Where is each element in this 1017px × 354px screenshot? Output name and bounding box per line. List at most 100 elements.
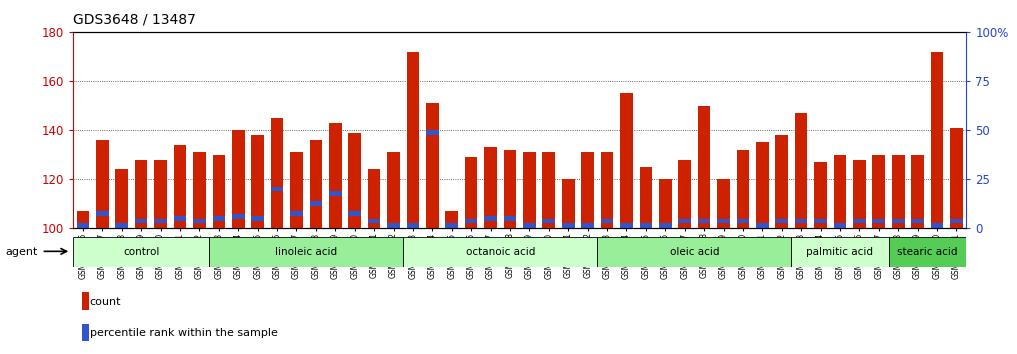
- Bar: [756, 142, 769, 228]
- Bar: [445, 223, 458, 228]
- Bar: [736, 150, 750, 228]
- Bar: [155, 218, 167, 223]
- Bar: [135, 218, 147, 223]
- Bar: [445, 211, 458, 228]
- Bar: [582, 223, 594, 228]
- Bar: [892, 155, 904, 228]
- Bar: [717, 179, 730, 228]
- Bar: [542, 218, 555, 223]
- Bar: [116, 223, 128, 228]
- Bar: [174, 216, 186, 221]
- Bar: [465, 218, 477, 223]
- Bar: [232, 130, 244, 228]
- Bar: [815, 218, 827, 223]
- Text: GDS3648 / 13487: GDS3648 / 13487: [73, 12, 196, 27]
- Bar: [853, 160, 865, 228]
- Bar: [349, 211, 361, 216]
- Bar: [387, 152, 400, 228]
- Bar: [503, 216, 517, 221]
- Bar: [892, 218, 904, 223]
- Bar: [368, 169, 380, 228]
- Text: stearic acid: stearic acid: [897, 247, 958, 257]
- Bar: [640, 223, 652, 228]
- Bar: [911, 155, 923, 228]
- Bar: [795, 218, 807, 223]
- Bar: [403, 237, 597, 267]
- Bar: [950, 128, 963, 228]
- Bar: [290, 211, 303, 216]
- Text: linoleic acid: linoleic acid: [276, 247, 338, 257]
- Bar: [791, 237, 889, 267]
- Bar: [328, 123, 342, 228]
- Bar: [562, 179, 575, 228]
- Bar: [698, 218, 711, 223]
- Text: octanoic acid: octanoic acid: [466, 247, 535, 257]
- Bar: [717, 218, 730, 223]
- Bar: [484, 147, 497, 228]
- Bar: [795, 113, 807, 228]
- Bar: [96, 140, 109, 228]
- Bar: [931, 223, 944, 228]
- Bar: [834, 223, 846, 228]
- Bar: [193, 152, 205, 228]
- Bar: [349, 132, 361, 228]
- Bar: [601, 152, 613, 228]
- Bar: [542, 152, 555, 228]
- Bar: [834, 155, 846, 228]
- Bar: [387, 223, 400, 228]
- Bar: [82, 292, 88, 310]
- Bar: [135, 160, 147, 228]
- Bar: [678, 160, 691, 228]
- Bar: [73, 237, 210, 267]
- Bar: [815, 162, 827, 228]
- Bar: [775, 218, 788, 223]
- Bar: [213, 155, 225, 228]
- Bar: [407, 51, 419, 228]
- Bar: [484, 216, 497, 221]
- Text: control: control: [123, 247, 160, 257]
- Bar: [931, 51, 944, 228]
- Bar: [523, 152, 536, 228]
- Bar: [503, 150, 517, 228]
- Text: count: count: [89, 297, 121, 307]
- Bar: [116, 169, 128, 228]
- Bar: [659, 223, 671, 228]
- Bar: [775, 135, 788, 228]
- Bar: [193, 218, 205, 223]
- Text: palmitic acid: palmitic acid: [806, 247, 874, 257]
- Bar: [911, 218, 923, 223]
- Bar: [950, 218, 963, 223]
- Bar: [328, 192, 342, 196]
- Bar: [251, 216, 264, 221]
- Bar: [659, 179, 671, 228]
- Bar: [210, 237, 403, 267]
- Bar: [597, 237, 791, 267]
- Bar: [873, 218, 885, 223]
- Bar: [232, 213, 244, 218]
- Bar: [620, 93, 633, 228]
- Bar: [523, 223, 536, 228]
- Bar: [76, 211, 89, 228]
- Bar: [76, 223, 89, 228]
- Bar: [309, 140, 322, 228]
- Bar: [96, 211, 109, 216]
- Bar: [889, 237, 966, 267]
- Bar: [465, 157, 477, 228]
- Bar: [290, 152, 303, 228]
- Bar: [368, 218, 380, 223]
- Bar: [426, 130, 438, 135]
- Bar: [251, 135, 264, 228]
- Bar: [155, 160, 167, 228]
- Bar: [82, 324, 88, 341]
- Bar: [271, 118, 284, 228]
- Bar: [582, 152, 594, 228]
- Bar: [271, 187, 284, 192]
- Bar: [678, 218, 691, 223]
- Bar: [407, 223, 419, 228]
- Text: percentile rank within the sample: percentile rank within the sample: [89, 328, 278, 338]
- Bar: [736, 218, 750, 223]
- Bar: [213, 216, 225, 221]
- Bar: [174, 145, 186, 228]
- Bar: [601, 218, 613, 223]
- Text: agent: agent: [5, 247, 38, 257]
